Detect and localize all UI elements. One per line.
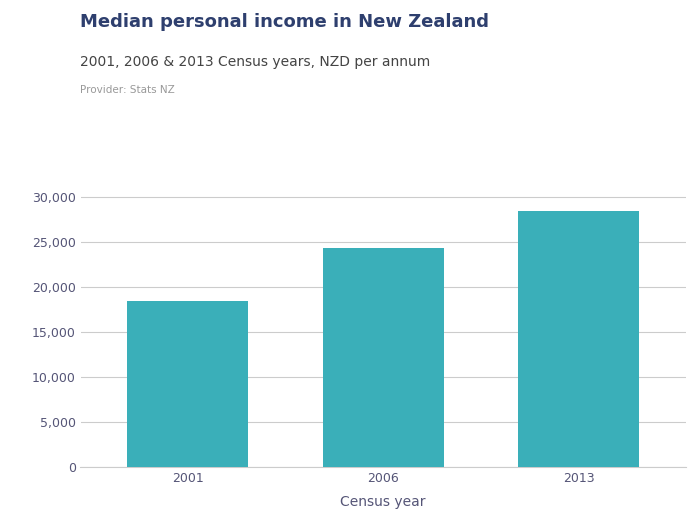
Bar [518, 211, 639, 467]
X-axis label: Census year: Census year [340, 495, 426, 509]
Text: Median personal income in New Zealand: Median personal income in New Zealand [80, 13, 489, 31]
Bar [127, 301, 248, 467]
Text: Provider: Stats NZ: Provider: Stats NZ [80, 85, 175, 95]
Text: 2001, 2006 & 2013 Census years, NZD per annum: 2001, 2006 & 2013 Census years, NZD per … [80, 55, 430, 69]
Text: figure.nz: figure.nz [583, 24, 659, 38]
Bar [323, 248, 444, 467]
